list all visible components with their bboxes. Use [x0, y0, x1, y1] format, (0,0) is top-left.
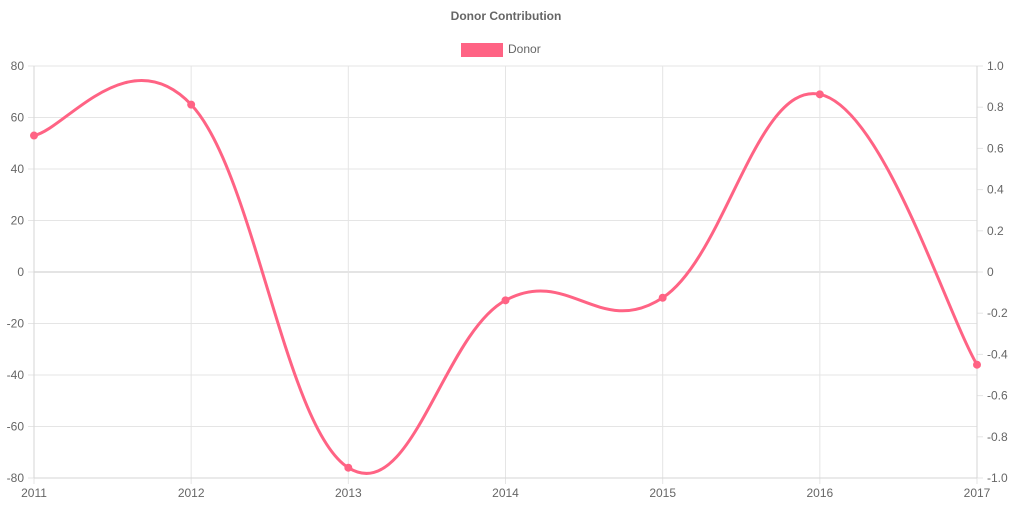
- x-tick-label: 2014: [492, 486, 519, 500]
- y-tick-label: -20: [7, 317, 25, 331]
- y-tick-label: -40: [7, 368, 25, 382]
- y-tick-label: 0: [17, 265, 24, 279]
- chart-title: Donor Contribution: [451, 9, 562, 23]
- y-axis-left: 80 60 40 20 0 -20 -40 -60 -80: [7, 59, 35, 485]
- data-point[interactable]: [973, 360, 981, 369]
- data-point[interactable]: [30, 131, 38, 140]
- series-donor: [30, 79, 981, 475]
- y-right-tick-label: -1.0: [987, 471, 1008, 485]
- legend[interactable]: Donor: [461, 42, 541, 57]
- y-right-tick-label: 0: [987, 265, 994, 279]
- data-point[interactable]: [815, 90, 824, 99]
- y-right-tick-label: -0.6: [987, 389, 1008, 403]
- x-tick-label: 2017: [964, 486, 991, 500]
- x-tick-label: 2015: [649, 486, 676, 500]
- y-tick-label: 60: [11, 111, 25, 125]
- y-tick-label: 40: [11, 162, 25, 176]
- y-right-tick-label: -0.8: [987, 430, 1008, 444]
- data-point[interactable]: [658, 293, 667, 302]
- y-tick-label: -80: [7, 471, 25, 485]
- legend-swatch[interactable]: [461, 43, 503, 57]
- y-right-tick-label: 0.8: [987, 100, 1004, 114]
- y-tick-label: 20: [11, 214, 25, 228]
- data-point[interactable]: [344, 463, 353, 472]
- y-axis-right: 1.0 0.8 0.6 0.4 0.2 0 -0.2 -0.4 -0.6 -0.8 -1.0: [976, 59, 1008, 485]
- x-tick-label: 2016: [806, 486, 833, 500]
- x-tick-label: 2011: [21, 486, 47, 500]
- x-tick-label: 2012: [178, 486, 205, 500]
- data-point[interactable]: [187, 100, 196, 109]
- y-right-tick-label: 0.6: [987, 141, 1004, 155]
- x-axis: 2011 2012 2013 2014 2015 2016 2017: [21, 477, 991, 500]
- y-tick-label: -60: [7, 420, 25, 434]
- x-tick-label: 2013: [335, 486, 362, 500]
- y-tick-label: 80: [11, 59, 25, 73]
- y-right-tick-label: 0.2: [987, 224, 1004, 238]
- y-right-tick-label: -0.4: [987, 347, 1008, 361]
- y-right-tick-label: 0.4: [987, 183, 1004, 197]
- grid: [33, 65, 978, 479]
- y-right-tick-label: 1.0: [987, 59, 1004, 73]
- y-right-tick-label: -0.2: [987, 306, 1008, 320]
- legend-label[interactable]: Donor: [508, 42, 541, 56]
- data-point[interactable]: [501, 296, 510, 305]
